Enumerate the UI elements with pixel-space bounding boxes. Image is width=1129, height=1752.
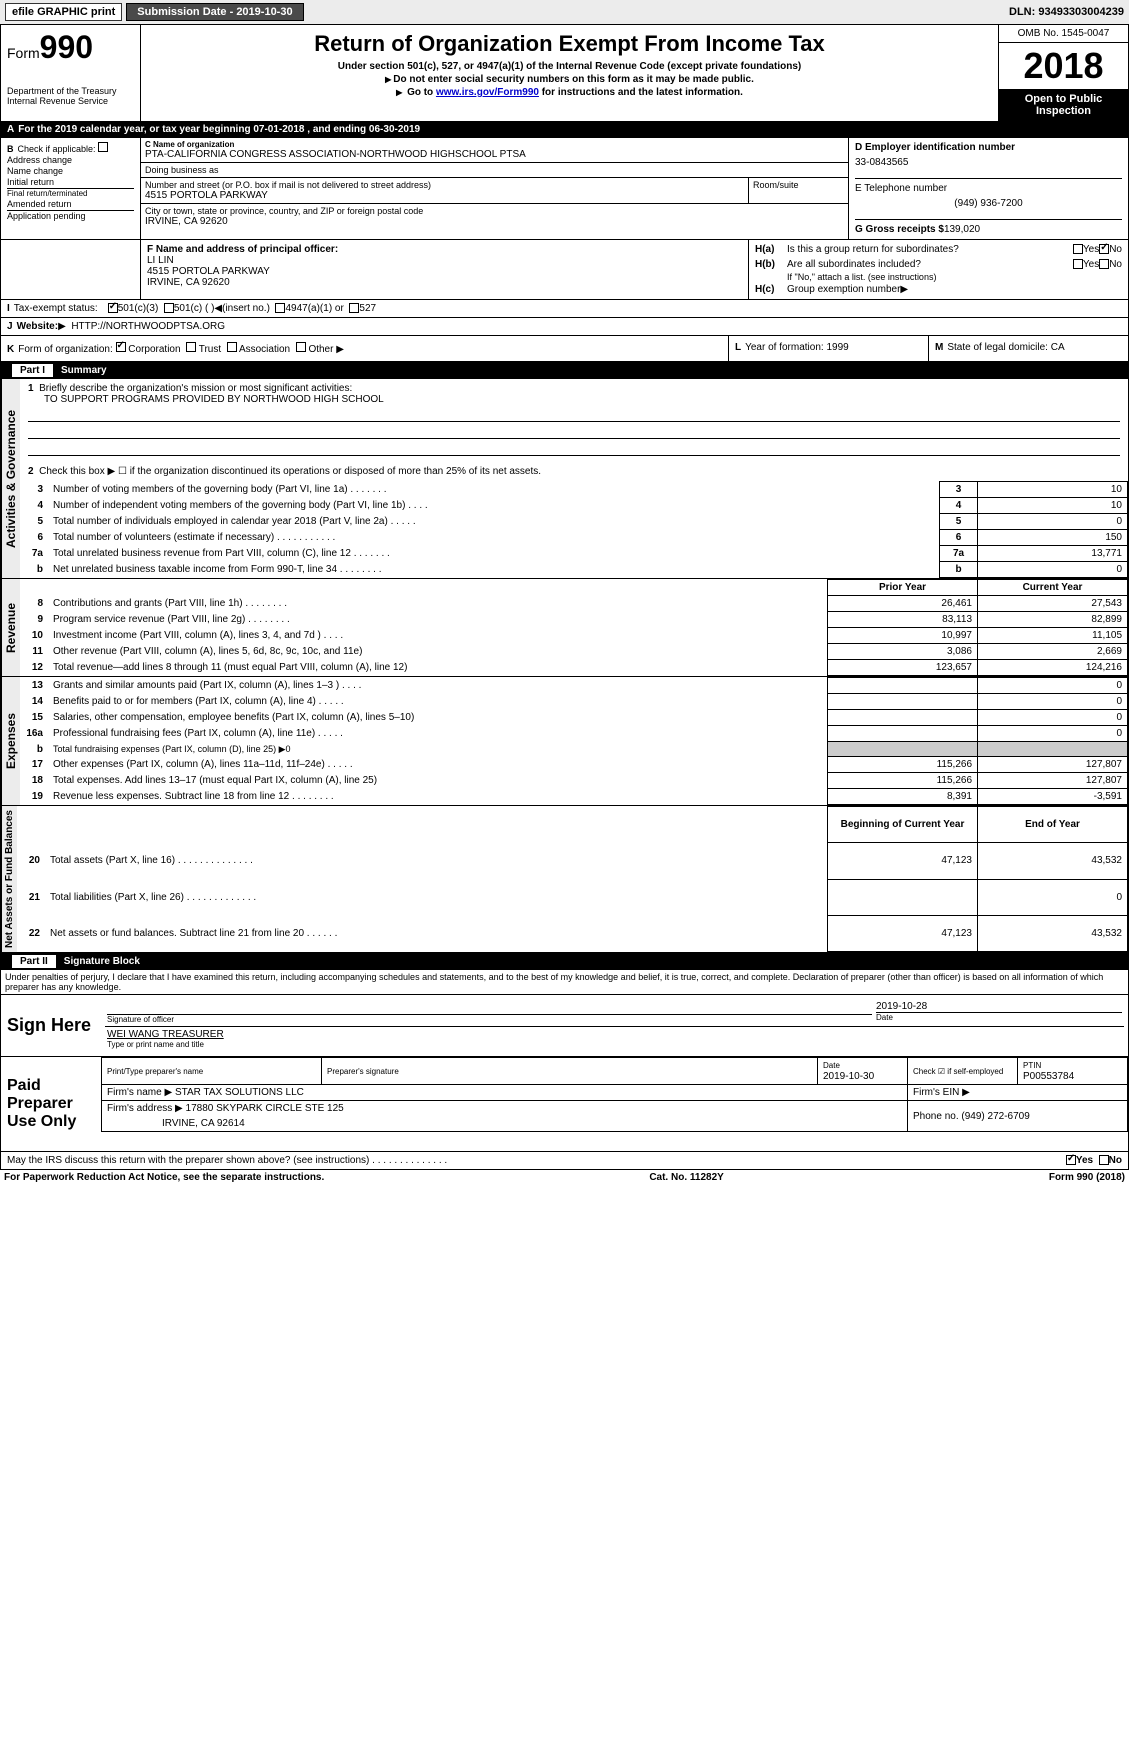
officer-name: LI LIN xyxy=(147,255,742,266)
officer-street: 4515 PORTOLA PARKWAY xyxy=(147,266,742,277)
netassets-section: Net Assets or Fund Balances Beginning of… xyxy=(0,806,1129,953)
street-label: Number and street (or P.O. box if mail i… xyxy=(145,180,744,190)
final-return: Final return/terminated xyxy=(7,188,134,198)
efile-label: efile GRAPHIC print xyxy=(5,3,122,21)
checkbox[interactable] xyxy=(98,142,108,152)
officer-label: F Name and address of principal officer: xyxy=(147,244,742,255)
page-footer: For Paperwork Reduction Act Notice, see … xyxy=(0,1170,1129,1185)
expenses-table: 13Grants and similar amounts paid (Part … xyxy=(20,677,1128,805)
governance-table: 3Number of voting members of the governi… xyxy=(20,481,1128,578)
ein: 33-0843565 xyxy=(855,153,1122,178)
phone: (949) 936-7200 xyxy=(855,194,1122,219)
gross-receipts: G Gross receipts $139,020 xyxy=(855,219,1122,235)
irs-link[interactable]: www.irs.gov/Form990 xyxy=(436,87,539,98)
form-header: Form990 Department of the Treasury Inter… xyxy=(0,24,1129,122)
initial-return: Initial return xyxy=(7,177,134,187)
street: 4515 PORTOLA PARKWAY xyxy=(145,190,744,201)
officer-city: IRVINE, CA 92620 xyxy=(147,277,742,288)
perjury: Under penalties of perjury, I declare th… xyxy=(0,970,1129,995)
section-b-to-h: BCheck if applicable: Address change Nam… xyxy=(0,138,1129,240)
org-name: PTA-CALIFORNIA CONGRESS ASSOCIATION-NORT… xyxy=(145,149,844,160)
part-2-header: Part IISignature Block xyxy=(0,953,1129,970)
mission: TO SUPPORT PROGRAMS PROVIDED BY NORTHWOO… xyxy=(28,394,1120,405)
app-pending: Application pending xyxy=(7,210,134,221)
revenue-table: Prior YearCurrent Year8Contributions and… xyxy=(20,579,1128,676)
part-1-header: Part ISummary xyxy=(0,362,1129,379)
amended-return: Amended return xyxy=(7,199,134,209)
ein-label: D Employer identification number xyxy=(855,142,1122,153)
department: Department of the Treasury Internal Reve… xyxy=(7,86,134,106)
governance-label: Activities & Governance xyxy=(1,379,20,578)
subtitle-2: Do not enter social security numbers on … xyxy=(147,74,992,85)
omb-number: OMB No. 1545-0047 xyxy=(999,25,1128,43)
section-i: ITax-exempt status: 501(c)(3) 501(c) ( )… xyxy=(0,300,1129,318)
addr-change: Address change xyxy=(7,155,134,165)
website: HTTP://NORTHWOODPTSA.ORG xyxy=(71,321,225,332)
section-f-h: F Name and address of principal officer:… xyxy=(0,240,1129,300)
dln: DLN: 93493303004239 xyxy=(1009,6,1124,18)
section-a: AFor the 2019 calendar year, or tax year… xyxy=(0,122,1129,138)
expenses-section: Expenses 13Grants and similar amounts pa… xyxy=(0,677,1129,806)
name-change: Name change xyxy=(7,166,134,176)
open-to-public: Open to Public Inspection xyxy=(999,89,1128,121)
submission-date: Submission Date - 2019-10-30 xyxy=(126,3,303,21)
tax-year: 2018 xyxy=(999,43,1128,89)
form-title: Return of Organization Exempt From Incom… xyxy=(147,31,992,57)
subtitle-3: Go to www.irs.gov/Form990 for instructio… xyxy=(147,87,992,98)
org-name-label: C Name of organization xyxy=(145,140,844,149)
phone-label: E Telephone number xyxy=(855,178,1122,194)
revenue-section: Revenue Prior YearCurrent Year8Contribut… xyxy=(0,579,1129,677)
subtitle-1: Under section 501(c), 527, or 4947(a)(1)… xyxy=(147,61,992,72)
city-label: City or town, state or province, country… xyxy=(145,206,844,216)
signer-name: WEI WANG TREASURER xyxy=(107,1029,1122,1040)
dba-label: Doing business as xyxy=(145,165,844,175)
sign-here-block: Sign Here Signature of officer 2019-10-2… xyxy=(0,995,1129,1057)
paid-preparer-block: Paid Preparer Use Only Print/Type prepar… xyxy=(0,1057,1129,1152)
section-k-l-m: KForm of organization: Corporation Trust… xyxy=(0,336,1129,362)
room-label: Room/suite xyxy=(748,178,848,203)
form-number: Form990 xyxy=(7,29,134,66)
part-1-body: Activities & Governance 1 Briefly descri… xyxy=(0,379,1129,579)
topbar: efile GRAPHIC print Submission Date - 20… xyxy=(0,0,1129,24)
section-j: JWebsite: ▶ HTTP://NORTHWOODPTSA.ORG xyxy=(0,318,1129,336)
discuss-row: May the IRS discuss this return with the… xyxy=(0,1152,1129,1170)
netassets-table: Beginning of Current YearEnd of Year20To… xyxy=(17,806,1128,952)
city: IRVINE, CA 92620 xyxy=(145,216,844,227)
